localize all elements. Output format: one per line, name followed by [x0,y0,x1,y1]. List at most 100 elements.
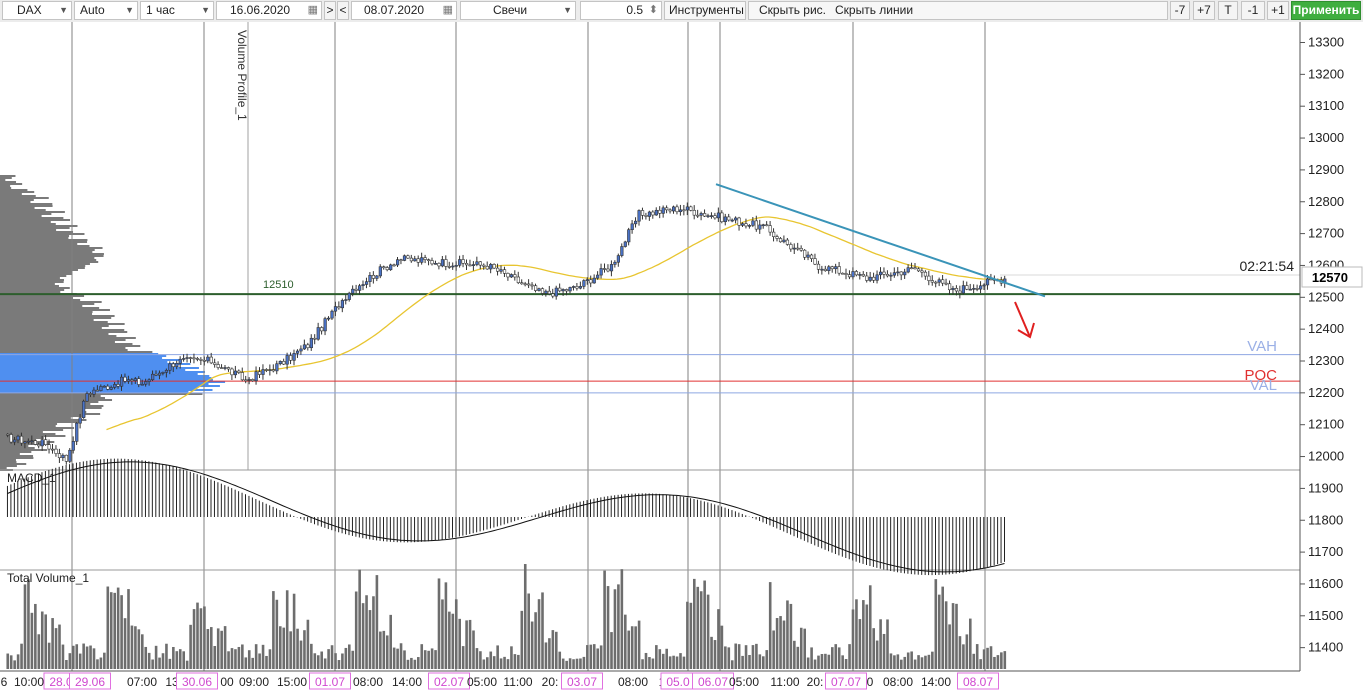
nav-back-button[interactable]: < [337,1,349,20]
volume-bar [379,631,382,669]
candle-up [637,210,641,222]
candle-down [575,286,579,289]
profile-bar [0,271,73,273]
zoom-out-7-button[interactable]: -7 [1170,1,1190,20]
price-tick-label: 13100 [1308,98,1344,113]
candle-down [954,288,959,292]
profile-bar [0,225,78,227]
candle-up [254,371,258,382]
volume-bar [820,654,824,669]
profile-bar [0,327,102,329]
candle-down [803,249,807,258]
volume-bar [831,647,834,669]
price-chart[interactable]: 12510 Volume Profile_1 02:21:54 VAH POC … [0,22,1363,691]
candle-up [723,216,727,223]
volume-bar [530,621,534,669]
candle-down [540,288,545,294]
t-button[interactable]: T [1218,1,1238,20]
volume-bar [120,595,123,669]
candle-down [130,379,134,381]
arrow-head [1017,322,1035,339]
candle-up [16,435,20,441]
apply-button[interactable]: Применить [1291,1,1361,20]
volume-bar [672,655,675,669]
volume-bar [161,653,165,669]
candle-down [910,267,914,270]
volume-bar [644,652,648,669]
candle-down [64,454,68,462]
profile-bar [0,233,85,235]
volume-bar [254,644,258,669]
volume-bar [127,589,130,669]
profile-bar [0,385,220,387]
candle-up [985,278,990,286]
volume-bar [944,601,948,669]
profile-bar [0,311,93,313]
volume-bar [116,587,120,669]
hide-drawings-button[interactable]: Скрыть рис. [759,3,827,17]
timeframe-select[interactable]: 1 час ▼ [140,1,214,20]
price-tick-label: 13000 [1308,130,1344,145]
volume-label: Total Volume_1 [7,571,89,585]
scale-select[interactable]: Auto ▼ [74,1,138,20]
volume-bar [679,653,682,669]
candle-up [834,266,838,270]
volume-bar [941,586,944,669]
date-from-field[interactable]: 16.06.2020 ▦ [216,1,322,20]
time-tick-label: 05:00 [729,675,759,689]
date-badge [69,672,111,690]
candle-up [295,350,300,354]
calendar-icon[interactable]: ▦ [442,4,453,16]
spinner-icon[interactable]: ⬍ [648,4,658,16]
trend-line[interactable] [715,183,1046,298]
volume-bar [227,651,230,669]
nav-forward-button[interactable]: > [324,1,336,20]
profile-bar [0,289,65,291]
candle-up [223,367,227,369]
chart-type-select[interactable]: Свечи ▼ [460,1,576,20]
plus-1-button[interactable]: +1 [1267,1,1289,20]
price-axis[interactable]: 1330013200131001300012900128001270012600… [1299,22,1363,691]
minus-1-button[interactable]: -1 [1241,1,1265,20]
candle-up [868,276,872,281]
candle-down [640,210,645,216]
volume-bar [20,643,23,669]
profile-bar [0,387,198,389]
date-to-field[interactable]: 08.07.2020 ▦ [351,1,457,20]
volume-bar [334,653,337,669]
calendar-icon[interactable]: ▦ [307,4,318,16]
volume-bar [185,660,189,669]
candle-up [68,449,72,462]
candle-up [806,254,810,258]
candle-up [40,439,44,447]
volume-bar [955,603,958,669]
volume-bar [617,584,620,669]
candle-down [947,283,952,291]
hide-lines-button[interactable]: Скрыть линии [835,3,914,17]
symbol-select[interactable]: DAX ▼ [2,1,72,20]
price-tick-label: 11600 [1308,576,1343,591]
candle-up [596,274,600,279]
time-tick-label: 29.06 [75,675,105,689]
tools-menu-button[interactable]: Инструменты [664,1,746,20]
volume-bar [765,650,769,669]
volume-bar [258,653,261,669]
profile-bar [0,201,31,203]
zoom-in-7-button[interactable]: +7 [1193,1,1215,20]
step-stepper[interactable]: 0.5 ⬍ [580,1,662,20]
candle-up [144,381,148,385]
candle-down [923,271,928,277]
volume-bar [917,655,920,669]
volume-bar [620,569,624,669]
volume-bar [561,658,565,669]
volume-bar [1000,652,1003,669]
volume-bar [903,656,907,669]
time-ticks: 6 10:00 28.0 29.06 07:00 13 30.06 00 09:00 15:00 0… [1,672,999,690]
volume-bar [537,599,541,669]
volume-bar [385,635,389,669]
time-axis[interactable]: 6 10:00 28.0 29.06 07:00 13 30.06 00 09:00 15:00 0… [0,670,1300,691]
volume-bar [123,618,127,669]
trend-line-segment[interactable] [715,183,1046,298]
volume-bar [896,654,900,669]
profile-bar [0,249,95,251]
